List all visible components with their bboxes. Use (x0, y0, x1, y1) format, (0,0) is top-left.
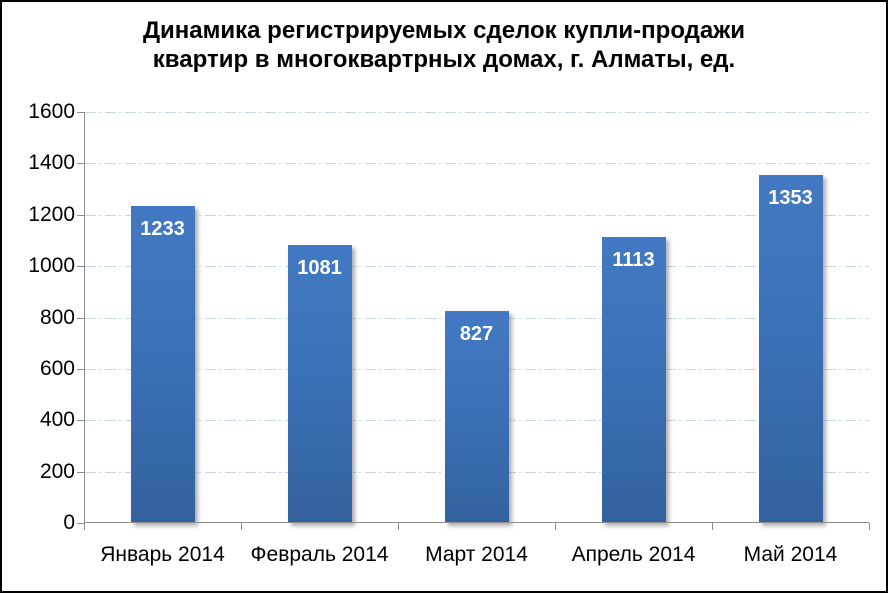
y-axis-tick (77, 266, 84, 268)
bar: 1233 (130, 206, 195, 523)
x-axis-tick (84, 523, 85, 530)
bar-value-label: 1081 (297, 257, 342, 279)
y-axis-tick-label: 800 (39, 305, 75, 329)
gridline (85, 214, 869, 216)
bar-value-label: 1113 (612, 249, 655, 271)
x-axis-tick (555, 523, 556, 530)
y-axis-tick-label: 1400 (28, 151, 75, 175)
y-axis-line (84, 112, 85, 523)
x-axis-category-label: Март 2014 (425, 543, 528, 566)
x-axis-category-label: Май 2014 (743, 543, 838, 566)
y-axis-tick-label: 1000 (28, 254, 75, 278)
x-axis-category-label: Февраль 2014 (250, 543, 389, 566)
y-axis-tick-label: 0 (63, 511, 75, 534)
bar-value-label: 1353 (768, 187, 813, 209)
chart-title-line1: Динамика регистрируемых сделок купли-про… (142, 17, 746, 44)
chart-title-line2: квартир в многоквартрных домах, г. Алмат… (152, 46, 736, 73)
x-axis-category-label: Январь 2014 (100, 543, 225, 566)
y-axis-tick-label: 1600 (28, 100, 75, 123)
y-axis-tick (77, 317, 84, 319)
bar: 1353 (758, 175, 823, 523)
x-axis-tick (241, 523, 242, 530)
gridline (85, 112, 869, 113)
y-axis-tick-label: 400 (39, 408, 75, 432)
y-axis-tick-label: 200 (39, 459, 75, 483)
x-axis-category-label: Апрель 2014 (571, 543, 696, 566)
x-axis-tick (712, 523, 713, 530)
gridline (85, 163, 869, 165)
y-axis-tick-label: 600 (39, 356, 75, 380)
bar: 1113 (601, 237, 666, 523)
bar-value-label: 827 (459, 323, 494, 345)
chart-title: Динамика регистрируемых сделок купли-про… (2, 16, 886, 74)
bar: 1081 (287, 245, 352, 523)
plot-area: 1233 1081 827 1113 1353 (84, 112, 869, 523)
gridline (85, 266, 869, 268)
y-axis-tick (77, 523, 84, 524)
bar-value-label: 1233 (140, 218, 185, 240)
bar: 827 (444, 311, 509, 523)
x-axis-line (84, 522, 869, 523)
y-axis-tick (77, 368, 84, 370)
y-axis-tick (77, 163, 84, 165)
y-axis-tick (77, 214, 84, 216)
y-axis-tick (77, 471, 84, 473)
y-axis-tick (77, 420, 84, 422)
x-axis-tick (869, 523, 870, 530)
x-axis-tick (398, 523, 399, 530)
y-axis-tick-label: 1200 (28, 202, 75, 226)
y-axis-tick (77, 112, 84, 113)
